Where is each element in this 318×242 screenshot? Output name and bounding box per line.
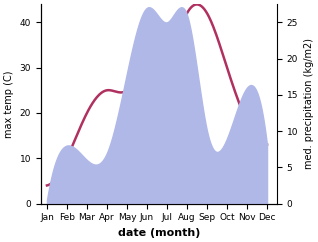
X-axis label: date (month): date (month)	[118, 228, 200, 238]
Y-axis label: med. precipitation (kg/m2): med. precipitation (kg/m2)	[304, 38, 314, 169]
Y-axis label: max temp (C): max temp (C)	[4, 70, 14, 138]
